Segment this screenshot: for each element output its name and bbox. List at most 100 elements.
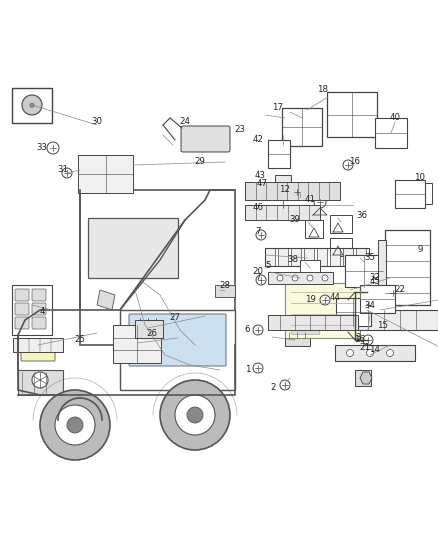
Circle shape [280,380,290,390]
Text: 22: 22 [395,286,406,295]
Circle shape [55,405,95,445]
Circle shape [187,407,203,423]
Text: 25: 25 [74,335,85,344]
Text: 5: 5 [265,261,271,270]
Bar [355,370,371,386]
Circle shape [343,160,353,170]
Bar [345,255,383,287]
Text: 1: 1 [245,366,251,375]
Bar [268,315,358,330]
Text: 20: 20 [252,268,264,277]
FancyBboxPatch shape [21,339,55,361]
Circle shape [292,275,298,281]
Text: 15: 15 [378,320,389,329]
Polygon shape [120,220,185,310]
Bar [330,215,352,233]
Text: 42: 42 [252,135,264,144]
FancyBboxPatch shape [32,289,46,301]
Text: 19: 19 [304,295,315,304]
Text: 39: 39 [290,215,300,224]
FancyBboxPatch shape [32,317,46,329]
Bar [245,205,320,220]
Bar [358,310,438,330]
Text: 29: 29 [194,157,205,166]
Circle shape [320,295,330,305]
Text: 21: 21 [360,343,371,352]
Circle shape [277,275,283,281]
Bar [135,320,163,338]
Text: 46: 46 [252,203,264,212]
Bar [300,260,320,276]
Bar [327,92,377,137]
Circle shape [253,363,263,373]
Bar [285,283,360,338]
Circle shape [307,275,313,281]
Bar [356,248,366,266]
Circle shape [22,95,42,115]
Circle shape [47,142,59,154]
Bar [305,220,323,238]
FancyBboxPatch shape [181,126,230,152]
Bar [291,248,301,266]
FancyBboxPatch shape [15,303,29,315]
Bar [78,155,133,193]
Circle shape [253,325,263,335]
Circle shape [292,187,302,197]
Circle shape [40,390,110,460]
Bar [275,175,291,200]
Text: 4: 4 [39,308,45,317]
Bar [278,248,288,266]
Circle shape [256,275,266,285]
Bar [113,325,161,363]
Circle shape [386,350,393,357]
Bar [336,298,371,326]
Text: 35: 35 [364,254,375,262]
Circle shape [346,350,353,357]
Bar [268,140,290,168]
Bar [265,248,369,266]
Bar [80,190,235,345]
Text: 18: 18 [318,85,328,94]
Bar [360,285,395,313]
Circle shape [387,287,399,299]
Circle shape [362,299,374,311]
Bar [18,370,63,395]
Text: 45: 45 [370,278,381,287]
Bar [375,118,407,148]
Text: 3: 3 [355,334,361,343]
Text: 16: 16 [354,335,365,344]
Circle shape [160,380,230,450]
Bar [265,248,275,266]
Bar [378,240,386,295]
Circle shape [314,196,326,208]
Bar [245,182,340,200]
Text: ●: ● [29,102,35,108]
Circle shape [67,417,83,433]
Text: 44: 44 [329,294,340,303]
Text: 31: 31 [57,166,68,174]
Text: 26: 26 [146,328,158,337]
Bar [304,248,314,266]
Bar [330,248,340,266]
Bar [330,238,352,256]
Text: 30: 30 [92,117,102,126]
Text: 9: 9 [417,246,423,254]
Text: 43: 43 [254,171,265,180]
Bar [317,248,327,266]
Text: 28: 28 [219,280,230,289]
FancyBboxPatch shape [32,303,46,315]
FancyBboxPatch shape [15,289,29,301]
Text: 14: 14 [370,345,381,354]
FancyBboxPatch shape [15,317,29,329]
Bar [13,338,63,352]
Bar [285,328,310,346]
Text: 17: 17 [272,103,283,112]
Text: 10: 10 [414,174,425,182]
Bar [12,88,52,123]
Bar [12,285,52,335]
Text: 32: 32 [370,273,381,282]
Text: 7: 7 [255,228,261,237]
Text: 41: 41 [304,196,315,205]
Bar [385,230,430,305]
Text: 47: 47 [257,179,268,188]
